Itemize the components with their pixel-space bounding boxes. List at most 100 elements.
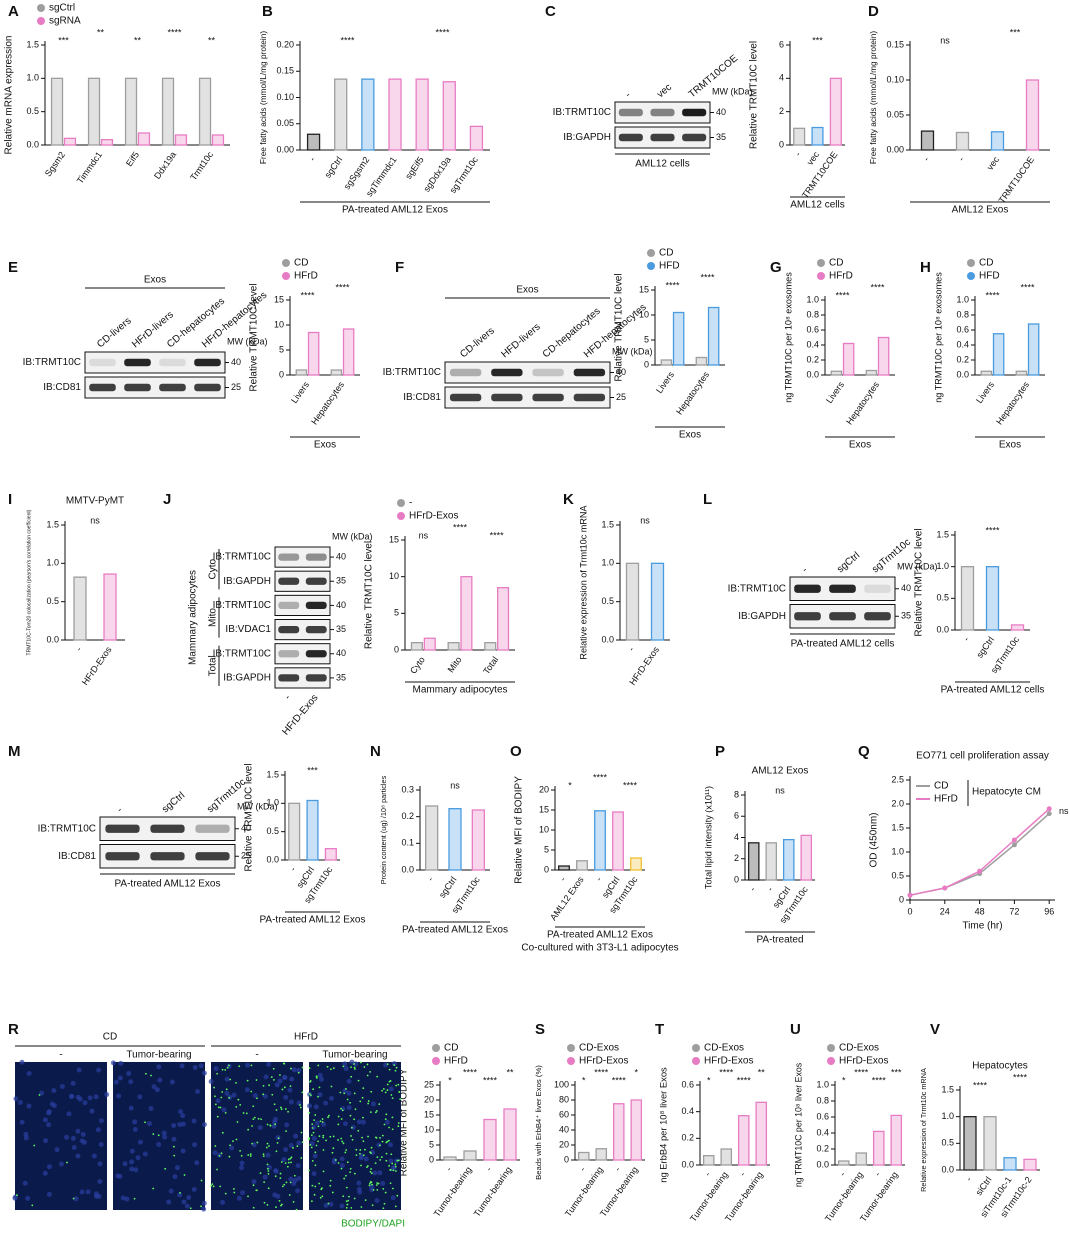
point (977, 868, 983, 874)
nucleus (369, 1187, 375, 1193)
nucleus (126, 1071, 132, 1077)
lipid (315, 1075, 318, 1078)
y-tick-label: 0.8 (956, 309, 969, 319)
lipid (317, 1140, 319, 1143)
nucleus (93, 1094, 99, 1100)
nucleus (161, 1130, 167, 1136)
nucleus (70, 1135, 76, 1141)
nucleus (43, 1138, 49, 1144)
lane-label: HFD-livers (499, 322, 542, 361)
x-tick-label: Sgsm2 (43, 150, 67, 179)
nucleus (110, 1060, 116, 1066)
lipid (375, 1184, 378, 1186)
group-label: PA-treated AML12 Exos (402, 925, 508, 936)
lane-label: CD-livers (95, 315, 134, 350)
nucleus (236, 1195, 242, 1201)
significance: **** (1013, 1072, 1028, 1082)
lipid (228, 1096, 231, 1099)
bar (782, 838, 795, 881)
band (864, 612, 891, 621)
point (1011, 842, 1017, 848)
x-axis-label: Time (hr) (962, 921, 1002, 932)
lipid (266, 1163, 269, 1166)
lipid (266, 1203, 269, 1206)
x-tick-label: vec (805, 149, 822, 167)
legend-label: sgRNA (49, 16, 81, 27)
nucleus (174, 1165, 180, 1171)
legend-marker (282, 272, 290, 280)
y-tick-label: 0.20 (276, 39, 294, 49)
lipid (210, 1184, 213, 1187)
bar (625, 562, 640, 641)
bar (837, 1160, 850, 1166)
lipid (332, 1135, 335, 1138)
y-axis-label: ng TRMT10C per 10⁸ exosomes (933, 272, 943, 403)
y-tick-label: 8 (734, 789, 739, 799)
lipid (283, 1183, 286, 1186)
nucleus (124, 1196, 130, 1202)
bar (103, 573, 117, 641)
nucleus (168, 1188, 174, 1194)
lipid (345, 1088, 347, 1090)
point (942, 885, 948, 891)
significance: *** (307, 765, 318, 775)
lipid (326, 1065, 329, 1068)
x-tick-label: - (307, 155, 317, 163)
lipid (247, 1195, 249, 1198)
lipid (353, 1092, 356, 1095)
lipid (340, 1137, 343, 1140)
lipid (249, 1155, 252, 1157)
bar (1003, 1157, 1017, 1171)
significance: **** (854, 1067, 869, 1077)
lipid (349, 1101, 351, 1104)
lipid (228, 1155, 231, 1158)
lipid (280, 1204, 282, 1207)
nucleus (151, 1084, 157, 1090)
nucleus (229, 1145, 235, 1151)
legend-label: HFrD (829, 271, 853, 282)
legend-label: HFD (979, 271, 1000, 282)
lipid (282, 1062, 285, 1065)
nucleus (390, 1195, 396, 1201)
lipid (322, 1136, 325, 1139)
x-tick-label: - (288, 865, 298, 873)
nucleus (117, 1173, 123, 1179)
y-tick-label: 1.0 (941, 1111, 954, 1121)
lipid (157, 1134, 160, 1137)
nucleus (129, 1166, 135, 1172)
bar (324, 848, 337, 861)
lipid (252, 1105, 255, 1108)
significance: **** (453, 522, 468, 532)
y-tick-label: 0.05 (886, 109, 904, 119)
x-tick-label: TRMT10COE (997, 155, 1036, 205)
y-tick-label: 0.6 (681, 1079, 694, 1089)
y-tick-label: 40 (559, 1124, 569, 1134)
nucleus (323, 1100, 329, 1106)
lipid (267, 1187, 270, 1190)
nucleus (147, 1121, 153, 1127)
x-tick-label: sgSgsm2 (342, 155, 372, 191)
bar (955, 131, 970, 151)
lipid (221, 1091, 224, 1093)
nucleus (96, 1067, 102, 1073)
y-tick-label: 0.0 (806, 369, 819, 379)
panel-letter: F (395, 259, 404, 276)
blot-row-label: IB:GAPDH (223, 673, 271, 684)
y-tick-label: 0.0 (956, 369, 969, 379)
stain-label: BODIPY/DAPI (341, 1219, 405, 1230)
nucleus (81, 1139, 87, 1145)
lipid (152, 1187, 155, 1190)
nucleus (388, 1086, 394, 1092)
x-tick-label: Livers (654, 369, 676, 395)
x-tick-label: Livers (824, 379, 846, 405)
nucleus (93, 1193, 99, 1199)
panel-letter: M (8, 743, 21, 760)
lipid (346, 1161, 349, 1164)
lipid (319, 1120, 322, 1123)
nucleus (339, 1162, 345, 1168)
nucleus (129, 1159, 135, 1165)
lipid (322, 1149, 325, 1151)
lipid (357, 1129, 360, 1132)
x-tick-label: - (872, 1170, 882, 1178)
x-tick-label: Total (481, 655, 500, 676)
